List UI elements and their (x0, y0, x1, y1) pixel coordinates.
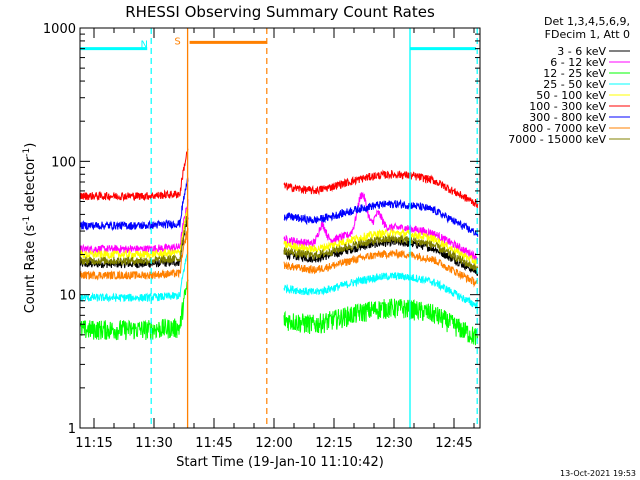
chart-title: RHESSI Observing Summary Count Rates (125, 3, 435, 21)
legend-entry-label: 3 - 6 keV (557, 45, 606, 58)
legend-entry-label: 50 - 100 keV (536, 89, 606, 102)
series-line (80, 148, 189, 202)
series-line (80, 279, 189, 341)
x-tick-label: 12:30 (375, 436, 412, 451)
series-layer (80, 148, 479, 346)
series-line (80, 228, 189, 281)
y-tick-label: 100 (51, 155, 76, 170)
series-100-300-kev (80, 148, 479, 209)
legend-entry-label: 800 - 7000 keV (522, 122, 606, 135)
series-line (283, 169, 479, 209)
y-tick-label: 1000 (43, 22, 76, 37)
series-line (283, 227, 478, 266)
legend-header-line-1: Det 1,3,4,5,6,9, (544, 15, 630, 28)
x-tick-label: 12:45 (435, 436, 472, 451)
night-label: N (140, 40, 147, 51)
legend-entry-label: 6 - 12 keV (550, 56, 606, 69)
series-300-800-kev (80, 177, 479, 237)
y-axis-label-close: ) (23, 143, 38, 148)
legend-entry-label: 100 - 300 keV (529, 100, 606, 113)
y-axis-label-detector: detector (23, 156, 38, 216)
y-axis-label-exponent-2: -1 (22, 148, 32, 157)
x-tick-label: 11:15 (75, 436, 112, 451)
legend: Det 1,3,4,5,6,9, FDecim 1, Att 0 3 - 6 k… (508, 15, 630, 146)
series-7000-15000-kev (80, 214, 479, 271)
y-axis: 1 10 100 1000 (43, 22, 480, 437)
x-axis: 11:15 11:30 11:45 12:00 12:15 12:30 12:45 (75, 28, 475, 451)
y-axis-label-main: Count Rate (s (23, 225, 38, 314)
series-50-100-kev (80, 208, 478, 266)
series-line (80, 177, 189, 232)
x-tick-label: 11:45 (195, 436, 232, 451)
x-axis-label: Start Time (19-Jan-10 11:10:42) (176, 455, 384, 470)
series-800-7000-kev (80, 228, 479, 288)
generation-timestamp: 13-Oct-2021 19:53 (560, 469, 636, 478)
series-25-50-kev (80, 252, 479, 310)
legend-entry-label: 25 - 50 keV (543, 78, 606, 91)
series-line (283, 249, 479, 288)
plot-frame (79, 27, 481, 429)
series-line (80, 214, 189, 267)
series-line (283, 198, 479, 237)
y-axis-label-exponent: -1 (22, 216, 32, 225)
legend-entry-label: 12 - 25 keV (543, 67, 606, 80)
series-12-25-kev (80, 279, 479, 346)
series-line (80, 252, 189, 303)
y-axis-label: Count Rate (s-1 detector-1) (22, 143, 38, 314)
legend-header-line-2: FDecim 1, Att 0 (545, 28, 630, 41)
y-tick-label: 10 (59, 289, 76, 304)
series-line (80, 208, 189, 260)
y-tick-label: 1 (68, 422, 76, 437)
x-tick-label: 11:30 (135, 436, 172, 451)
saa-label: S (174, 36, 180, 47)
x-tick-label: 12:15 (315, 436, 352, 451)
series-line (283, 234, 479, 271)
series-line (283, 191, 479, 261)
legend-entry-label: 7000 - 15000 keV (508, 133, 606, 146)
series-line (283, 237, 479, 277)
series-line (283, 272, 479, 310)
x-tick-label: 12:00 (255, 436, 292, 451)
series-line (283, 298, 479, 346)
legend-entry-label: 300 - 800 keV (529, 111, 606, 124)
